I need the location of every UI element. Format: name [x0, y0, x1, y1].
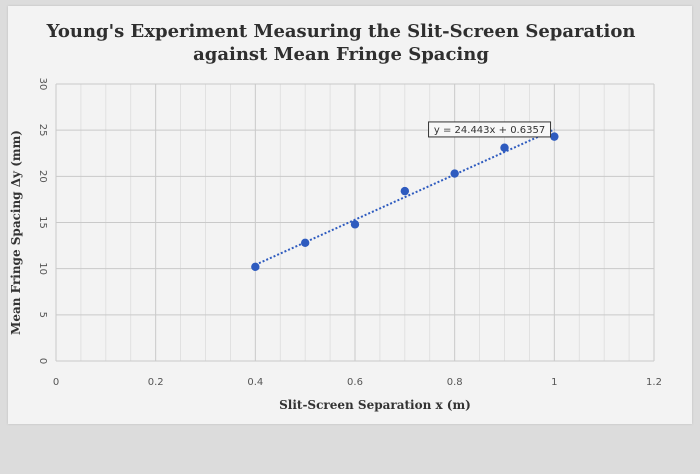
y-tick-label: 15 [37, 216, 48, 229]
x-tick-label: 0 [53, 377, 59, 388]
grid-layer [55, 83, 655, 362]
y-tick-label: 20 [37, 170, 48, 183]
data-point [350, 220, 360, 229]
data-point [500, 143, 509, 152]
y-tick-label: 5 [37, 312, 48, 318]
y-tick-label: 0 [37, 358, 48, 364]
data-point [251, 262, 260, 272]
x-tick-label: 1.2 [646, 377, 662, 388]
data-point [300, 238, 310, 248]
trendline-equation: y = 24.443x + 0.6357 [434, 125, 545, 136]
data-point [550, 132, 559, 141]
trendline [254, 128, 555, 266]
equation-frame [428, 121, 552, 138]
chart-title-line-1: Young's Experiment Measuring the Slit-Sc… [46, 21, 636, 42]
data-point [450, 169, 459, 178]
x-axis-title: Slit-Screen Separation x (m) [279, 398, 471, 412]
chart-title-line-2: against Mean Fringe Spacing [193, 44, 489, 65]
chart-card: Young's Experiment Measuring the Slit-Sc… [8, 6, 692, 424]
y-axis-ticks: 0 5 10 15 20 25 30 [37, 78, 48, 365]
data-point [400, 186, 410, 196]
y-tick-label: 10 [37, 262, 48, 275]
x-tick-label: 1 [551, 377, 557, 388]
y-tick-label: 25 [37, 124, 48, 137]
x-tick-label: 0.4 [247, 377, 263, 388]
x-tick-label: 0.6 [347, 377, 363, 388]
x-tick-label: 0.2 [148, 377, 164, 388]
y-tick-label: 30 [37, 78, 48, 91]
trendline-equation-box: y = 24.443x + 0.6357 [428, 121, 552, 138]
x-tick-label: 0.8 [447, 377, 463, 388]
x-axis-ticks: 0 0.2 0.4 0.6 0.8 1 1.2 [53, 377, 662, 388]
chart-title: Young's Experiment Measuring the Slit-Sc… [8, 20, 674, 66]
data-points [251, 132, 559, 272]
y-axis-title: Mean Fringe Spacing Δy (mm) [9, 130, 23, 335]
scatter-chart: 0 5 10 15 20 25 30 0 0.2 0.4 0.6 0.8 1 1.2 Mean Frin… [9, 78, 662, 412]
